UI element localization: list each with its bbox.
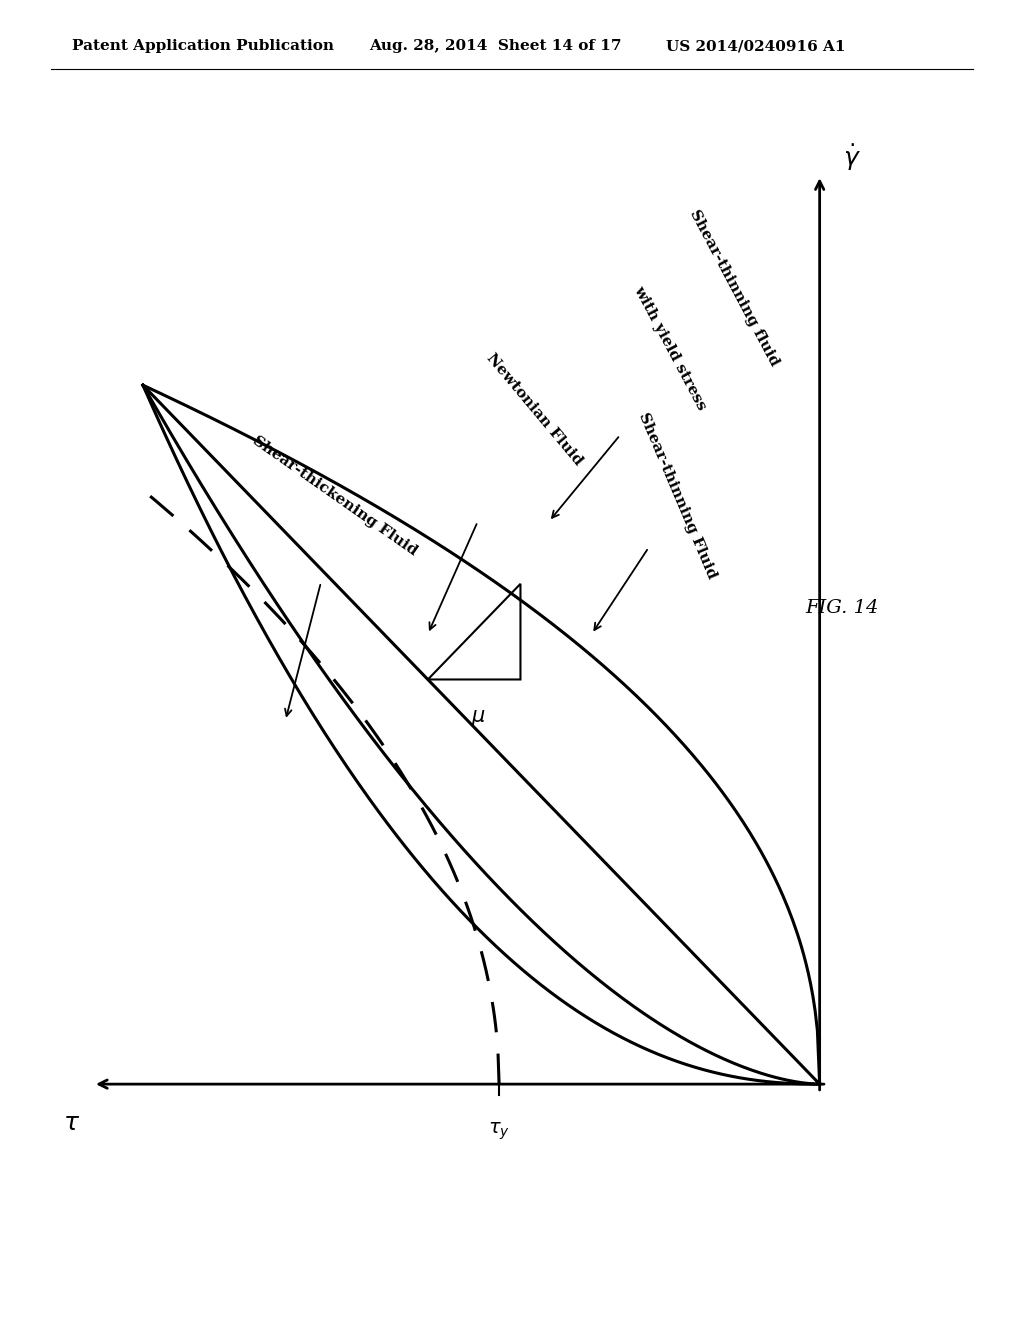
Text: $\dot{\gamma}$: $\dot{\gamma}$ xyxy=(843,143,860,173)
Text: Patent Application Publication: Patent Application Publication xyxy=(72,40,334,53)
Text: Shear-thinning Fluid: Shear-thinning Fluid xyxy=(636,411,719,581)
Text: $\tau$: $\tau$ xyxy=(63,1111,80,1135)
Text: Shear-thinning fluid: Shear-thinning fluid xyxy=(687,207,781,368)
Text: with yield stress: with yield stress xyxy=(631,284,709,413)
Text: $\mu$: $\mu$ xyxy=(471,709,486,729)
Text: Newtonian Fluid: Newtonian Fluid xyxy=(484,350,586,467)
Text: US 2014/0240916 A1: US 2014/0240916 A1 xyxy=(666,40,845,53)
Text: $\tau_y$: $\tau_y$ xyxy=(488,1121,510,1143)
Text: Shear-thickening Fluid: Shear-thickening Fluid xyxy=(250,433,420,558)
Text: Aug. 28, 2014  Sheet 14 of 17: Aug. 28, 2014 Sheet 14 of 17 xyxy=(369,40,622,53)
Text: FIG. 14: FIG. 14 xyxy=(806,599,879,616)
